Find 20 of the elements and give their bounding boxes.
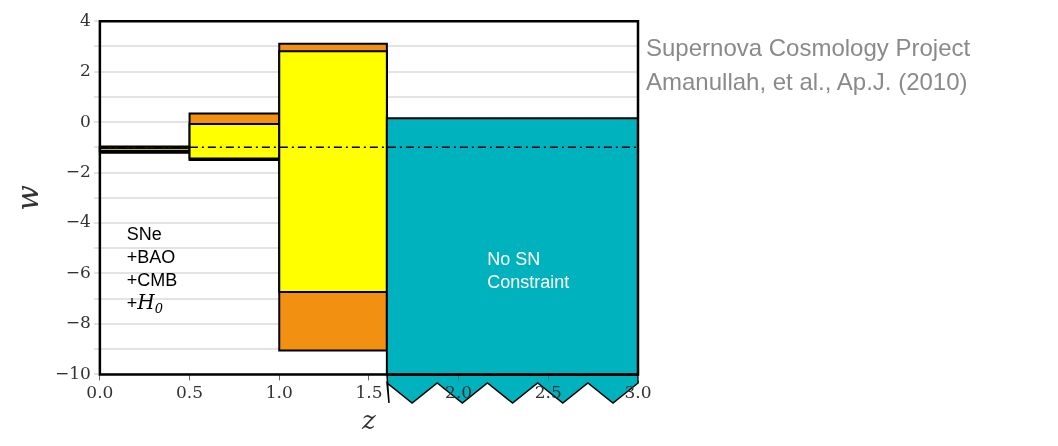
x-tick-label: 1.0: [265, 382, 293, 403]
x-tick-label: 1.5: [355, 382, 383, 403]
x-axis-title: z: [361, 405, 377, 436]
text: Amanullah, et al., Ap.J. (2010): [646, 68, 968, 95]
y-tick-label: −2: [65, 160, 91, 181]
y-tick-label: −10: [54, 362, 91, 383]
y-tick-label: 4: [80, 9, 91, 30]
annotation: No SN Constraint: [487, 248, 570, 292]
x-tick-label: 0.0: [86, 382, 114, 403]
x-tick-label: 3.0: [624, 382, 652, 403]
x-tick-label: 2.5: [534, 382, 562, 403]
y-tick-label: 0: [80, 110, 91, 131]
y-tick-label: 2: [80, 60, 91, 81]
text: Supernova Cosmology Project: [646, 34, 971, 61]
y-axis-title: w: [9, 184, 45, 211]
y-tick-label: −6: [65, 261, 91, 282]
y-tick-label: −4: [65, 211, 91, 232]
y-tick-label: −8: [65, 312, 91, 333]
x-tick-label: 0.5: [176, 382, 204, 403]
x-tick-label: 2.0: [445, 382, 473, 403]
